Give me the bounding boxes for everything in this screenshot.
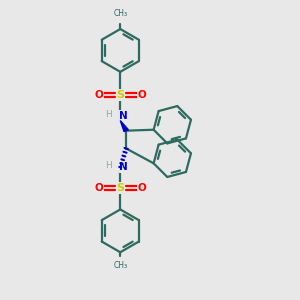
Text: O: O: [137, 90, 146, 100]
Text: N: N: [119, 111, 128, 121]
Text: N: N: [119, 162, 128, 172]
Text: S: S: [116, 183, 124, 193]
Text: O: O: [94, 183, 103, 193]
Text: CH₃: CH₃: [113, 9, 127, 18]
Text: O: O: [94, 90, 103, 100]
Text: H: H: [106, 110, 112, 119]
Text: S: S: [116, 90, 124, 100]
Text: CH₃: CH₃: [113, 261, 127, 270]
Text: H: H: [106, 161, 112, 170]
Polygon shape: [120, 121, 128, 132]
Text: O: O: [137, 183, 146, 193]
